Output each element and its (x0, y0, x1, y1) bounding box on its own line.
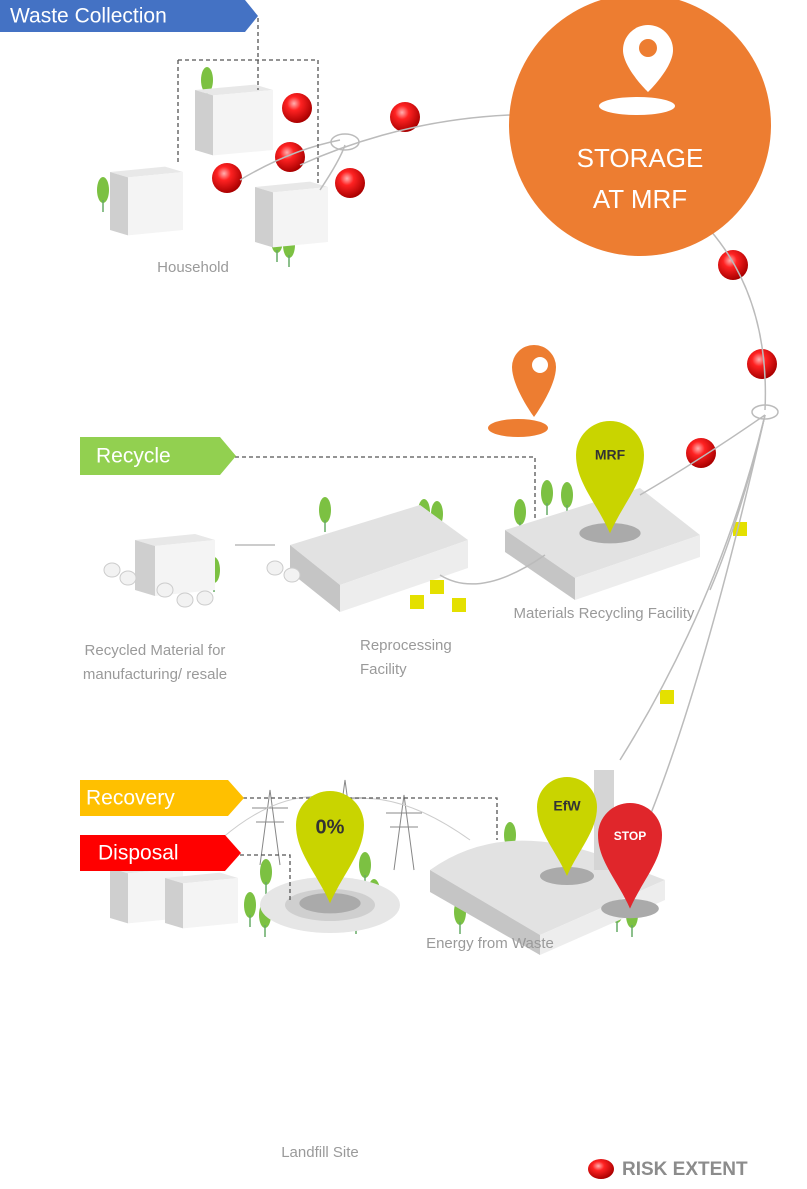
pylon (252, 790, 288, 865)
tree (97, 177, 109, 203)
building (273, 187, 328, 247)
risk-marker (275, 142, 305, 172)
tree (319, 497, 331, 523)
location-icon-hole (639, 39, 657, 57)
material-cube (410, 595, 424, 609)
pin-text: 0% (316, 816, 345, 838)
legend-icon (588, 1159, 614, 1179)
pin-text: MRF (595, 447, 626, 463)
risk-marker (282, 93, 312, 123)
legend-text: RISK EXTENT (622, 1159, 748, 1180)
pin-text: EfW (553, 798, 581, 814)
location-pin (512, 345, 556, 417)
site-label: manufacturing/ resale (83, 666, 227, 683)
location-pin-base (488, 419, 548, 437)
storage-text: STORAGE (577, 143, 704, 173)
diagram: STORAGE AT MRF Waste Collection Recycle … (0, 0, 807, 1189)
material-cube (430, 580, 444, 594)
material-roll (157, 583, 173, 597)
site-label: Landfill Site (281, 1144, 359, 1161)
risk-marker (335, 168, 365, 198)
risk-marker (718, 250, 748, 280)
pin-text: STOP (614, 829, 646, 843)
building (135, 540, 155, 596)
building (165, 878, 183, 928)
risk-marker (747, 349, 777, 379)
site-label: Recycled Material for (85, 642, 226, 659)
tree (541, 480, 553, 506)
material-roll (197, 591, 213, 605)
location-pin-hole (532, 357, 548, 373)
site-label: Household (157, 259, 229, 276)
material-cube (452, 598, 466, 612)
page: {"collection": {"tag": "Waste Collection… (0, 0, 807, 1189)
site-label: Reprocessing (360, 637, 452, 654)
tree (244, 892, 256, 918)
building (183, 878, 238, 928)
pins (296, 421, 662, 918)
material-roll (177, 593, 193, 607)
site-label: Facility (360, 661, 407, 678)
material-roll (267, 561, 283, 575)
tree (359, 852, 371, 878)
building (128, 172, 183, 235)
building (110, 172, 128, 235)
material-roll (120, 571, 136, 585)
site-label: Materials Recycling Facility (514, 605, 695, 622)
building (195, 90, 213, 155)
tree (561, 482, 573, 508)
material-cube (660, 690, 674, 704)
tree (514, 499, 526, 525)
stage-tag-text: Recovery (86, 787, 175, 810)
stage-tag-text: Recycle (96, 445, 171, 468)
stage-tag-text: Disposal (98, 842, 179, 865)
location-icon-base (599, 97, 675, 115)
building (255, 187, 273, 247)
building (213, 90, 273, 155)
pylon (386, 795, 422, 870)
tree (260, 859, 272, 885)
risk-marker (212, 163, 242, 193)
building (110, 868, 128, 923)
stage-tag-text: Waste Collection (10, 5, 167, 28)
material-roll (284, 568, 300, 582)
material-roll (104, 563, 120, 577)
site-label: Energy from Waste (426, 935, 554, 952)
storage-text: AT MRF (593, 184, 687, 214)
